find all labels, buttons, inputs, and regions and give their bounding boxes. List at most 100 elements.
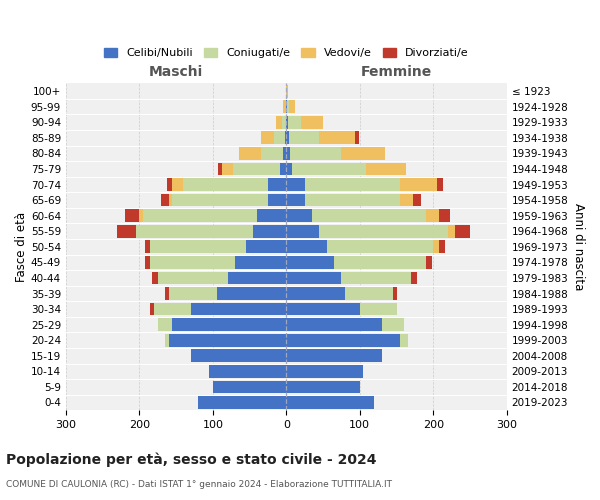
Bar [139, 210, 143, 222]
Bar [286, 302, 360, 316]
Text: Maschi: Maschi [149, 64, 203, 78]
Bar [280, 162, 286, 175]
Text: COMUNE DI CAULONIA (RC) - Dati ISTAT 1° gennaio 2024 - Elaborazione TUTTITALIA.I: COMUNE DI CAULONIA (RC) - Dati ISTAT 1° … [6, 480, 392, 489]
Bar [286, 240, 327, 253]
Bar [286, 162, 292, 175]
Bar [400, 334, 407, 346]
Bar [283, 100, 286, 113]
Bar [172, 318, 286, 331]
Bar [319, 225, 448, 237]
Text: Femmine: Femmine [361, 64, 432, 78]
Bar [413, 194, 421, 206]
Bar [327, 240, 433, 253]
Bar [145, 256, 151, 269]
Bar [286, 334, 400, 346]
Text: Popolazione per età, sesso e stato civile - 2024: Popolazione per età, sesso e stato civil… [6, 452, 377, 467]
Y-axis label: Fasce di età: Fasce di età [15, 212, 28, 282]
Bar [286, 132, 289, 144]
Bar [290, 147, 341, 160]
Bar [172, 194, 268, 206]
Bar [198, 396, 286, 409]
Bar [246, 240, 286, 253]
Bar [169, 287, 217, 300]
Bar [235, 256, 286, 269]
Bar [253, 225, 286, 237]
Bar [433, 240, 439, 253]
Bar [217, 287, 286, 300]
Bar [426, 256, 432, 269]
Bar [286, 147, 290, 160]
Bar [286, 116, 288, 128]
Bar [305, 178, 400, 191]
Bar [169, 334, 286, 346]
Bar [161, 194, 169, 206]
Bar [426, 210, 439, 222]
Bar [286, 256, 334, 269]
Bar [455, 225, 470, 237]
Bar [286, 287, 345, 300]
Bar [301, 116, 323, 128]
Bar [287, 100, 289, 113]
Bar [289, 132, 319, 144]
Bar [286, 178, 305, 191]
Bar [191, 302, 286, 316]
Legend: Celibi/Nubili, Coniugati/e, Vedovi/e, Divorziati/e: Celibi/Nubili, Coniugati/e, Vedovi/e, Di… [100, 43, 473, 62]
Bar [345, 287, 393, 300]
Bar [268, 178, 286, 191]
Bar [151, 240, 246, 253]
Bar [439, 210, 450, 222]
Bar [172, 178, 184, 191]
Bar [341, 147, 385, 160]
Bar [448, 225, 455, 237]
Bar [286, 318, 382, 331]
Bar [143, 210, 257, 222]
Bar [213, 380, 286, 394]
Y-axis label: Anni di nascita: Anni di nascita [572, 203, 585, 290]
Bar [239, 147, 262, 160]
Bar [218, 162, 221, 175]
Bar [334, 256, 426, 269]
Bar [282, 116, 286, 128]
Bar [227, 272, 286, 284]
Bar [286, 84, 288, 98]
Bar [355, 132, 359, 144]
Bar [191, 350, 286, 362]
Bar [286, 365, 364, 378]
Bar [411, 272, 417, 284]
Bar [209, 365, 286, 378]
Bar [437, 178, 443, 191]
Bar [285, 132, 286, 144]
Bar [400, 178, 437, 191]
Bar [283, 147, 286, 160]
Bar [276, 116, 282, 128]
Bar [118, 225, 136, 237]
Bar [400, 194, 413, 206]
Bar [158, 272, 227, 284]
Bar [221, 162, 233, 175]
Bar [439, 240, 445, 253]
Bar [152, 272, 158, 284]
Bar [145, 240, 151, 253]
Bar [257, 210, 286, 222]
Bar [151, 256, 235, 269]
Bar [151, 302, 154, 316]
Bar [184, 178, 268, 191]
Bar [154, 302, 191, 316]
Bar [286, 380, 360, 394]
Bar [165, 287, 169, 300]
Bar [286, 225, 319, 237]
Bar [393, 287, 397, 300]
Bar [365, 162, 406, 175]
Bar [158, 318, 172, 331]
Bar [305, 194, 400, 206]
Bar [360, 302, 397, 316]
Bar [382, 318, 404, 331]
Bar [286, 100, 287, 113]
Bar [125, 210, 139, 222]
Bar [233, 162, 280, 175]
Bar [286, 272, 341, 284]
Bar [260, 132, 274, 144]
Bar [288, 116, 301, 128]
Bar [165, 334, 169, 346]
Bar [268, 194, 286, 206]
